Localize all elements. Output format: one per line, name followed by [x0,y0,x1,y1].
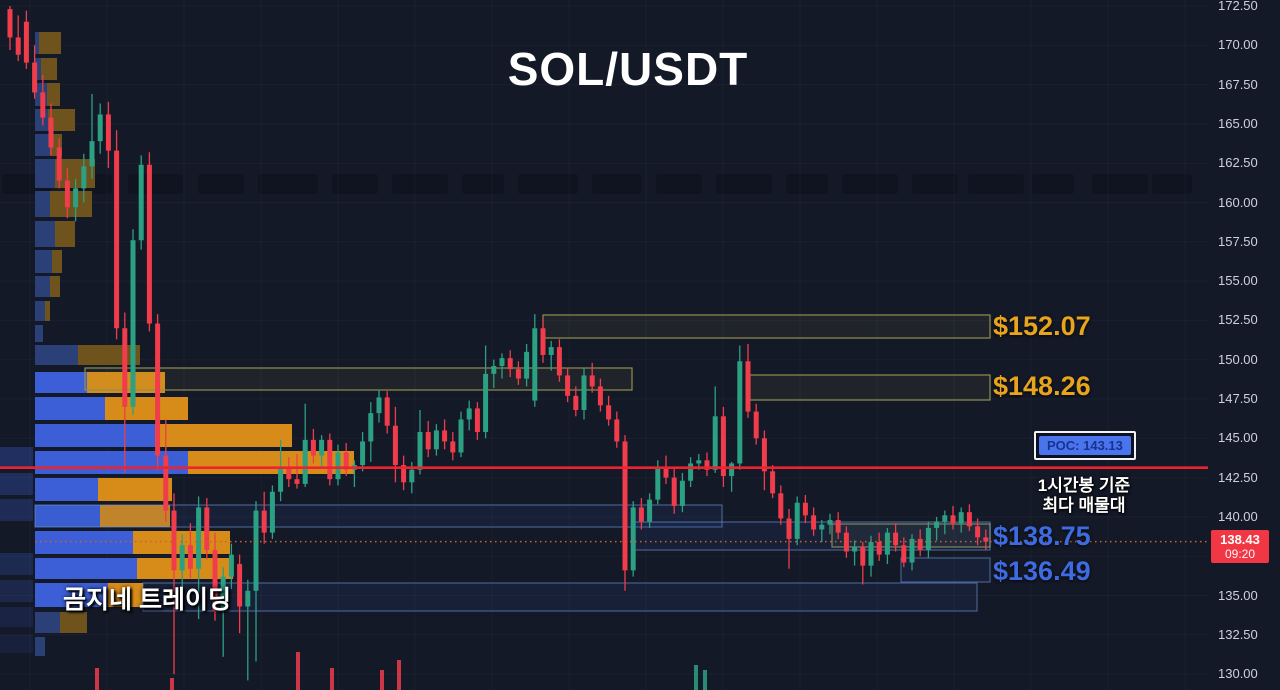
resistance-level-label: $152.07 [993,311,1091,342]
poc-value: POC: 143.13 [1039,435,1131,455]
last-price-badge: 138.43 09:20 [1211,529,1269,563]
resistance-level-label: $148.26 [993,371,1091,402]
axis-tick-label: 130.00 [1218,666,1258,682]
axis-tick-label: 160.00 [1218,194,1258,210]
zone-note-line2: 최다 매물대 [1042,495,1126,515]
support-level-label: $136.49 [993,556,1091,587]
axis-tick-label: 172.50 [1218,0,1258,13]
axis-tick-label: 155.00 [1218,273,1258,289]
axis-tick-label: 132.50 [1218,626,1258,642]
axis-tick-label: 157.50 [1218,233,1258,249]
axis-tick-label: 140.00 [1218,508,1258,524]
axis-tick-label: 147.50 [1218,391,1258,406]
zone-note: 1시간봉 기준 최다 매물대 [1005,476,1163,516]
axis-tick-label: 135.00 [1218,587,1258,603]
axis-tick-label: 152.50 [1218,312,1258,328]
axis-tick-label: 142.50 [1218,469,1258,485]
price-axis[interactable]: 172.50 170.00 167.50 165.00 162.50 160.00 157.… [1208,0,1280,690]
axis-tick-label: 165.00 [1218,115,1258,131]
support-level-label: $138.75 [993,520,1091,551]
axis-tick-label: 170.00 [1218,37,1258,53]
channel-watermark: 곰지네 트레이딩 [63,586,231,614]
axis-tick-label: 145.00 [1218,430,1258,446]
zone-note-line1: 1시간봉 기준 [1037,475,1131,495]
last-price-value: 138.43 [1220,531,1260,547]
axis-tick-label: 167.50 [1218,76,1258,92]
poc-indicator-label[interactable]: POC: 143.13 [1034,430,1136,460]
axis-tick-label: 162.50 [1218,155,1258,171]
axis-tick-label: 150.00 [1218,351,1258,367]
last-price-time: 09:20 [1224,546,1256,561]
symbol-title: SOL/USDT [507,43,749,95]
